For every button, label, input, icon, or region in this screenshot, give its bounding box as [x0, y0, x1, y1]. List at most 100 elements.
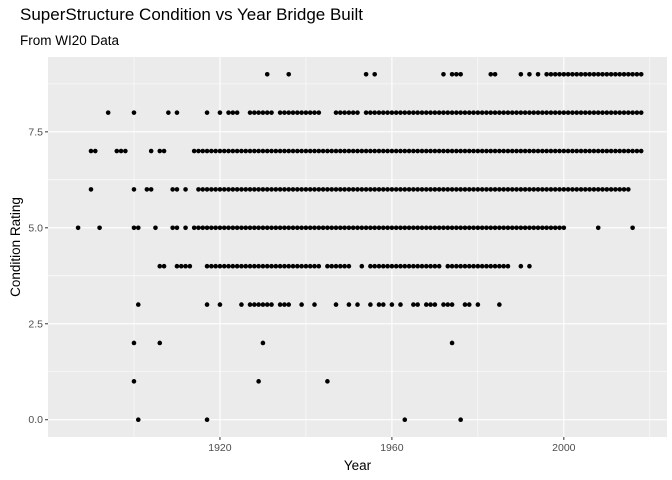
data-point [484, 225, 489, 231]
data-point [411, 302, 416, 307]
data-point [591, 71, 597, 77]
data-point [264, 148, 270, 154]
data-point [290, 148, 296, 154]
data-point [333, 187, 339, 192]
data-point [454, 110, 459, 115]
data-point [282, 148, 287, 154]
data-point [398, 263, 403, 269]
y-axis: 0.0 2.5 5.0 7.5 [28, 126, 48, 426]
data-point [333, 302, 339, 307]
data-point [471, 225, 476, 231]
data-point [458, 417, 463, 423]
data-point [548, 71, 554, 77]
data-point [273, 225, 279, 231]
data-point [385, 263, 390, 269]
data-point [449, 263, 455, 269]
data-point [148, 148, 154, 154]
data-point [213, 187, 218, 192]
data-point [445, 302, 451, 307]
data-point [497, 263, 502, 269]
data-point [557, 71, 562, 77]
data-point [535, 71, 541, 77]
data-point [226, 225, 231, 231]
data-point [531, 225, 537, 231]
data-point [329, 148, 335, 154]
data-point [604, 148, 610, 154]
data-point [350, 225, 356, 231]
y-tick-label: 5.0 [28, 222, 43, 234]
data-point [466, 148, 472, 154]
data-point [389, 302, 395, 307]
data-point [299, 263, 304, 269]
data-point [131, 187, 137, 192]
data-point [299, 225, 304, 231]
data-point [363, 225, 369, 231]
data-point [527, 71, 532, 77]
data-point [514, 110, 519, 115]
data-point [479, 148, 485, 154]
data-point [432, 225, 438, 231]
data-point [196, 225, 201, 231]
data-point [277, 187, 283, 192]
data-point [114, 148, 120, 154]
data-point [312, 187, 317, 192]
data-point [372, 71, 377, 77]
data-point [454, 263, 459, 269]
data-point [295, 187, 300, 192]
y-tick-label: 2.5 [28, 318, 43, 330]
data-point [479, 187, 485, 192]
data-point [634, 110, 640, 115]
data-point [475, 110, 481, 115]
data-point [329, 225, 335, 231]
data-point [295, 110, 300, 115]
data-point [514, 187, 519, 192]
data-point [204, 225, 210, 231]
data-point [497, 187, 502, 192]
data-point [419, 263, 425, 269]
data-point [286, 302, 292, 307]
data-point [552, 71, 558, 77]
data-point [449, 340, 455, 346]
data-point [303, 148, 309, 154]
data-point [376, 302, 382, 307]
data-point [389, 225, 395, 231]
data-point [385, 187, 390, 192]
data-point [273, 263, 279, 269]
data-point [518, 187, 524, 192]
data-point [411, 187, 416, 192]
data-point [363, 187, 369, 192]
data-point [621, 110, 627, 115]
x-axis-title: Year [344, 458, 372, 473]
data-point [359, 263, 365, 269]
data-point [518, 71, 524, 77]
data-point [492, 148, 498, 154]
data-point [591, 148, 597, 154]
data-point [221, 187, 227, 192]
data-point [338, 187, 343, 192]
data-point [269, 187, 274, 192]
data-point [359, 187, 365, 192]
data-point [204, 417, 210, 423]
data-point [617, 187, 623, 192]
data-point [277, 148, 283, 154]
data-point [329, 187, 335, 192]
data-point [428, 263, 433, 269]
data-point [454, 148, 459, 154]
data-point [509, 110, 515, 115]
data-point [333, 225, 339, 231]
data-point [204, 302, 210, 307]
data-point [247, 187, 253, 192]
data-point [385, 148, 390, 154]
data-point [630, 148, 635, 154]
data-point [230, 187, 236, 192]
data-point [522, 148, 528, 154]
data-point [135, 225, 141, 231]
data-point [475, 225, 481, 231]
data-point [393, 225, 399, 231]
data-point [462, 263, 468, 269]
data-point [282, 225, 287, 231]
data-point [286, 187, 292, 192]
data-point [92, 148, 98, 154]
data-point [518, 110, 524, 115]
data-point [221, 148, 227, 154]
